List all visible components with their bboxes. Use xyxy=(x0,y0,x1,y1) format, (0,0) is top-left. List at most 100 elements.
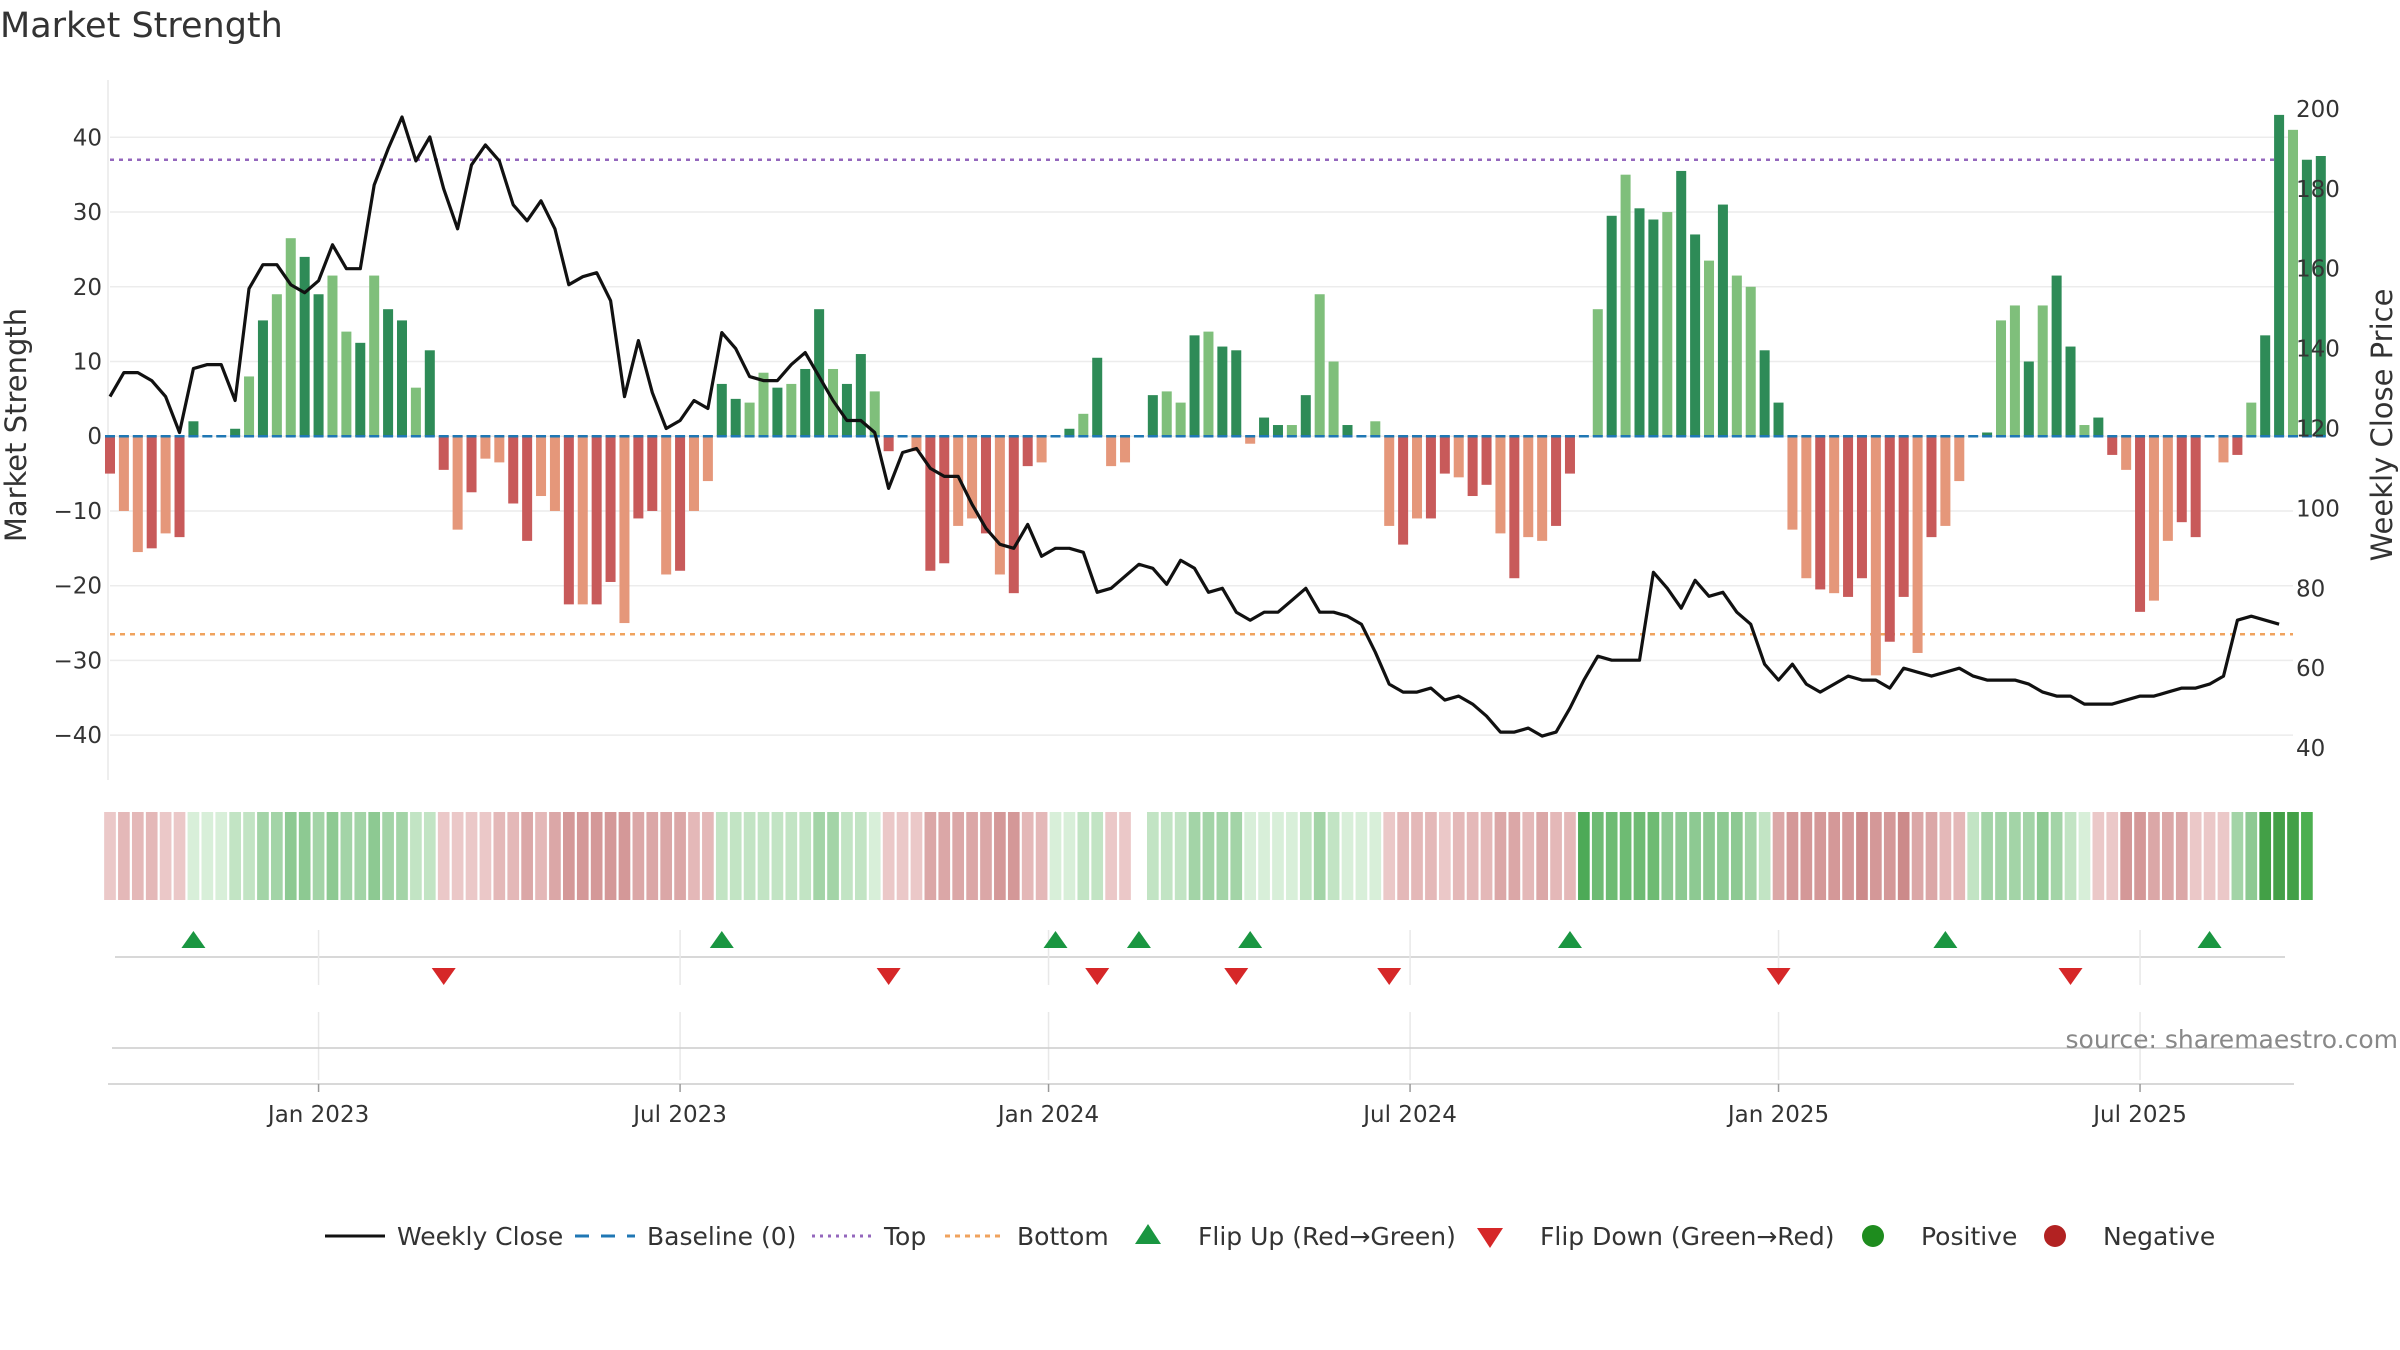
strength-bar xyxy=(285,238,296,437)
strength-bar xyxy=(1106,436,1117,467)
strength-bar xyxy=(271,294,282,437)
flip-down-marker xyxy=(2058,968,2083,985)
strip-cell xyxy=(896,812,909,900)
strength-bar xyxy=(1523,436,1534,538)
strength-bar xyxy=(577,436,588,605)
strength-bar xyxy=(257,320,268,437)
strip-cell xyxy=(646,812,659,900)
strip-cell xyxy=(952,812,965,900)
strength-bar xyxy=(980,436,991,534)
x-axis-ticks: Jan 2023 Jul 2023 Jan 2024 Jul 2024 Jan 2025… xyxy=(266,1084,2187,1128)
strength-bar xyxy=(1620,174,1631,437)
x-tick-label: Jan 2023 xyxy=(266,1102,369,1128)
strength-bar xyxy=(2246,402,2257,437)
strip-cell xyxy=(1313,812,1326,900)
strength-bar xyxy=(1982,432,1993,437)
strip-cell xyxy=(674,812,686,900)
legend-label: Flip Up (Red→Green) xyxy=(1198,1222,1456,1251)
strength-bar xyxy=(355,342,366,437)
strength-bar xyxy=(1439,436,1450,474)
legend: Weekly Close Baseline (0) Top Bottom Flip Up… xyxy=(325,1222,2215,1251)
strength-bar xyxy=(1787,436,1798,530)
strip-cell xyxy=(1522,812,1535,900)
strip-cell xyxy=(1049,812,1062,900)
strip-cell xyxy=(1689,812,1701,900)
strength-bar xyxy=(2037,305,2048,437)
strip-cell xyxy=(1633,812,1646,900)
x-tick-label: Jul 2025 xyxy=(2091,1102,2187,1128)
strip-cell xyxy=(1119,812,1131,900)
strip-cell xyxy=(2189,812,2202,900)
strength-bar xyxy=(2065,346,2076,437)
y2-tick-label: 160 xyxy=(2296,257,2340,283)
strength-bar xyxy=(1175,402,1186,437)
strength-bar xyxy=(772,387,783,437)
strip-cell xyxy=(1007,812,1020,900)
strength-bar xyxy=(1509,436,1520,579)
strength-bar xyxy=(2190,436,2201,538)
strip-cell xyxy=(2064,812,2077,900)
strip-cell xyxy=(2078,812,2091,900)
strip-cell xyxy=(1814,812,1827,900)
strip-cell xyxy=(1063,812,1076,900)
strength-bar xyxy=(1592,309,1603,437)
strength-bar xyxy=(855,354,866,437)
strip-cell xyxy=(298,812,311,900)
strength-bar xyxy=(2301,159,2312,437)
strength-bar xyxy=(814,309,825,437)
strip-cell xyxy=(743,812,756,900)
strip-cell xyxy=(2245,812,2258,900)
strength-bar xyxy=(327,275,338,437)
strength-bar xyxy=(883,436,894,452)
strip-cell xyxy=(479,812,492,900)
strength-bar xyxy=(1773,402,1784,437)
y2-tick-label: 200 xyxy=(2296,97,2340,123)
strength-bar xyxy=(1078,413,1089,437)
strength-bar xyxy=(953,436,964,526)
strip-cell xyxy=(1744,812,1757,900)
y2-tick-label: 100 xyxy=(2296,496,2340,522)
strength-bar xyxy=(911,436,922,452)
y-tick-label: −20 xyxy=(53,574,102,600)
legend-swatch xyxy=(1477,1228,1503,1248)
strength-bar xyxy=(132,436,143,553)
flip-down-marker xyxy=(1085,968,1110,985)
strength-bar xyxy=(675,436,686,571)
strip-cell xyxy=(1703,812,1715,900)
strength-bar xyxy=(466,436,477,493)
strip-cell xyxy=(813,812,825,900)
strip-cell xyxy=(1105,812,1117,900)
strip-cell xyxy=(201,812,214,900)
strength-bar xyxy=(1398,436,1409,545)
strip-cell xyxy=(2175,812,2188,900)
strength-bar xyxy=(1926,436,1937,538)
strip-cell xyxy=(396,812,408,900)
strip-cell xyxy=(966,812,978,900)
strength-bar xyxy=(1870,436,1881,676)
strength-bar xyxy=(1120,436,1131,463)
strength-bar xyxy=(536,436,547,497)
strength-bar xyxy=(730,398,741,437)
strength-bar xyxy=(1384,436,1395,526)
strength-bar xyxy=(1843,436,1854,597)
strip-cell xyxy=(257,812,269,900)
strength-bar xyxy=(1217,346,1228,437)
strength-bar xyxy=(341,331,352,437)
strip-cell xyxy=(563,812,575,900)
x-tick-label: Jan 2024 xyxy=(996,1102,1099,1128)
y2-tick-label: 180 xyxy=(2296,177,2340,203)
strength-bar xyxy=(299,256,310,437)
strength-bars xyxy=(104,114,2326,676)
strength-bar xyxy=(1884,436,1895,642)
flip-up-marker xyxy=(1557,931,1582,948)
strength-bar xyxy=(160,436,171,534)
lower-panel xyxy=(108,1012,2294,1085)
strength-bar xyxy=(1008,436,1019,594)
y2-tick-label: 120 xyxy=(2296,417,2340,443)
strength-bar xyxy=(1036,436,1047,463)
strip-cell xyxy=(1438,812,1451,900)
strip-cell xyxy=(535,812,547,900)
strength-bar xyxy=(619,436,630,624)
strip-cell xyxy=(1967,812,1980,900)
strip-cell xyxy=(1091,812,1104,900)
